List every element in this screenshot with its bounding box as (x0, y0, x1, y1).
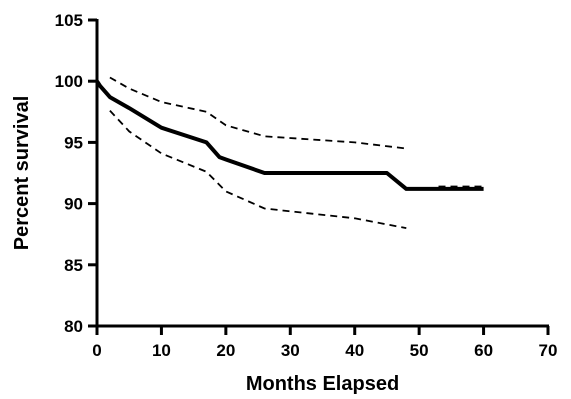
y-axis-title: Percent survival (11, 96, 33, 251)
x-tick-label: 60 (474, 341, 493, 360)
survival-curve (95, 80, 484, 191)
x-tick-label: 10 (152, 341, 171, 360)
y-tick-label: 95 (64, 133, 83, 152)
x-tick-label: 70 (539, 341, 558, 360)
y-tick-label: 105 (55, 11, 83, 30)
y-tick-label: 85 (64, 256, 83, 275)
y-tick-label: 90 (64, 195, 83, 214)
ticks-layer: 80 85 90 95 100 105 0 10 20 30 40 50 60 70 (55, 11, 558, 360)
x-tick-label: 50 (410, 341, 429, 360)
y-tick-label: 80 (64, 317, 83, 336)
x-tick-label: 20 (216, 341, 235, 360)
x-tick-label: 40 (345, 341, 364, 360)
x-tick-label: 0 (92, 341, 101, 360)
x-axis-title: Months Elapsed (246, 373, 399, 395)
x-tick-label: 30 (281, 341, 300, 360)
series-layer (95, 76, 484, 229)
y-tick-label: 100 (55, 72, 83, 91)
confidence-band-line (109, 76, 407, 150)
